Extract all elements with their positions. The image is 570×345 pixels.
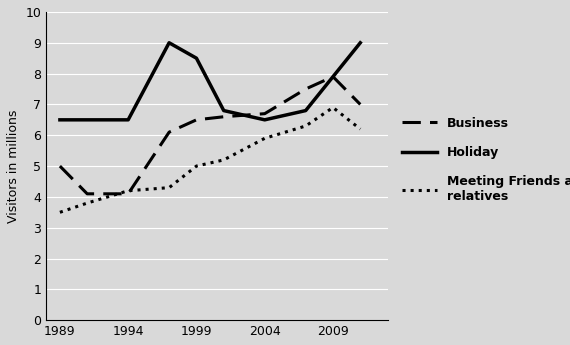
Meeting Friends and
relatives [56,210,63,214]
Holiday [125,118,132,122]
Business [329,75,336,79]
Holiday [302,109,309,113]
Business [357,102,364,107]
Holiday [84,118,91,122]
Holiday [357,41,364,45]
Business [221,115,227,119]
Business [193,118,200,122]
Meeting Friends and
relatives [357,127,364,131]
Line: Meeting Friends and
relatives: Meeting Friends and relatives [60,108,360,212]
Holiday [261,118,268,122]
Business [261,111,268,116]
Line: Business: Business [60,77,360,194]
Meeting Friends and
relatives [84,201,91,205]
Meeting Friends and
relatives [261,136,268,140]
Holiday [329,75,336,79]
Meeting Friends and
relatives [302,124,309,128]
Business [166,130,173,134]
Holiday [166,41,173,45]
Business [125,192,132,196]
Legend: Business, Holiday, Meeting Friends and
relatives: Business, Holiday, Meeting Friends and r… [397,112,570,208]
Meeting Friends and
relatives [193,164,200,168]
Holiday [56,118,63,122]
Holiday [221,109,227,113]
Line: Holiday: Holiday [60,43,360,120]
Y-axis label: Visitors in millions: Visitors in millions [7,109,20,223]
Business [56,164,63,168]
Business [84,192,91,196]
Meeting Friends and
relatives [329,106,336,110]
Holiday [193,56,200,60]
Meeting Friends and
relatives [125,189,132,193]
Meeting Friends and
relatives [166,186,173,190]
Meeting Friends and
relatives [221,158,227,162]
Business [302,87,309,91]
